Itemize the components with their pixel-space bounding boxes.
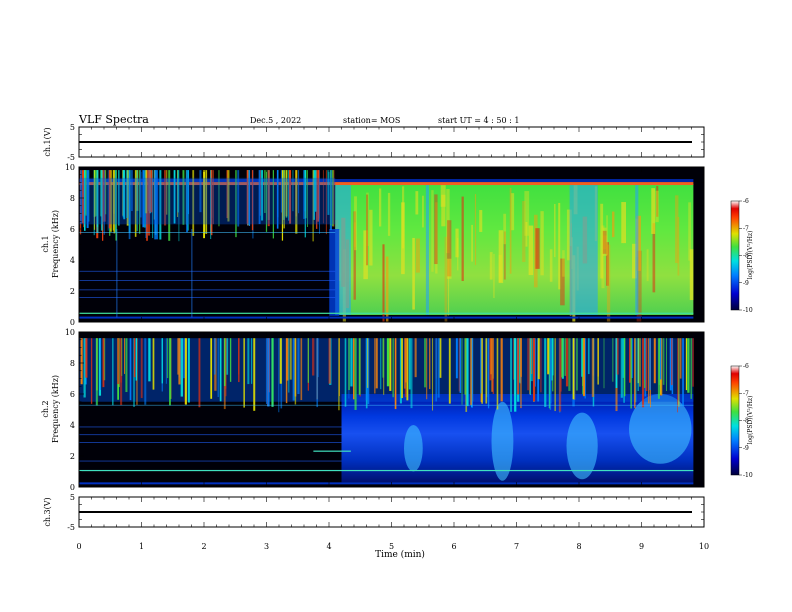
y-tick-label: 8 <box>70 359 75 368</box>
colorbar-tick-label: -7 <box>743 390 749 397</box>
ch2-spectrum-ylabel-channel: ch.2 <box>41 400 50 417</box>
y-tick-label: 5 <box>70 123 75 132</box>
ch1-spectrum-ylabel-frequency: Frequency (kHz) <box>51 210 60 278</box>
colorbar-tick-label: -9 <box>743 280 749 287</box>
colorbar-tick-label: -10 <box>743 307 753 314</box>
y-tick-label: 6 <box>70 225 75 234</box>
colorbar-tick-label: -10 <box>743 472 753 479</box>
x-tick-label: 1 <box>139 542 144 551</box>
ch1-colorbar-label: log(PSD)(V²/Hz) <box>747 231 754 280</box>
ch1-waveform-ylabel: ch.1(V) <box>43 127 52 156</box>
header-station: station= MOS <box>343 116 400 125</box>
colorbar-tick-label: -8 <box>743 418 749 425</box>
y-tick-label: 0 <box>70 483 75 492</box>
ch2-colorbar-label: log(PSD)(V²/Hz) <box>747 396 754 445</box>
ch1-spectrogram <box>79 170 694 322</box>
x-tick-label: 7 <box>514 542 519 551</box>
x-tick-label: 5 <box>389 542 394 551</box>
ch2-spectrogram <box>79 338 694 485</box>
y-tick-label: 6 <box>70 390 75 399</box>
x-tick-label: 9 <box>639 542 644 551</box>
y-tick-label: 5 <box>70 493 75 502</box>
header-date: Dec.5 , 2022 <box>250 116 301 125</box>
y-tick-label: -5 <box>67 153 75 162</box>
y-tick-label: 10 <box>65 328 75 337</box>
x-tick-label: 6 <box>451 542 456 551</box>
ch1-colorbar: log(PSD)(V²/Hz) -6 -7 -8 -9 -10 <box>730 198 754 314</box>
x-tick-label: 10 <box>699 542 709 551</box>
x-axis-label: Time (min) <box>375 549 425 560</box>
colorbar-tick-label: -9 <box>743 445 749 452</box>
x-tick-label: 0 <box>76 542 81 551</box>
chart-title: VLF Spectra <box>78 113 149 126</box>
ch2-spectrum-ylabel-frequency: Frequency (kHz) <box>51 375 60 443</box>
x-tick-label: 8 <box>576 542 581 551</box>
y-tick-label: -5 <box>67 523 75 532</box>
x-tick-label: 2 <box>201 542 206 551</box>
header-start-ut: start UT = 4 : 50 : 1 <box>438 116 519 125</box>
y-tick-label: 0 <box>70 318 75 327</box>
y-tick-label: 4 <box>70 256 75 265</box>
y-tick-label: 4 <box>70 421 75 430</box>
y-tick-label: 2 <box>70 287 75 296</box>
y-tick-label: 8 <box>70 194 75 203</box>
ch2-colorbar: log(PSD)(V²/Hz) -6 -7 -8 -9 -10 <box>730 363 754 479</box>
ch1-spectrum-ylabel-channel: ch.1 <box>41 235 50 252</box>
x-tick-label: 4 <box>326 542 331 551</box>
colorbar-tick-label: -8 <box>743 253 749 260</box>
colorbar-tick-label: -6 <box>743 363 749 370</box>
colorbar-tick-label: -7 <box>743 225 749 232</box>
x-tick-label: 3 <box>264 542 269 551</box>
colorbar-tick-label: -6 <box>743 198 749 205</box>
y-tick-label: 10 <box>65 163 75 172</box>
ch3-waveform-ylabel: ch.3(V) <box>43 497 52 526</box>
y-tick-label: 2 <box>70 452 75 461</box>
